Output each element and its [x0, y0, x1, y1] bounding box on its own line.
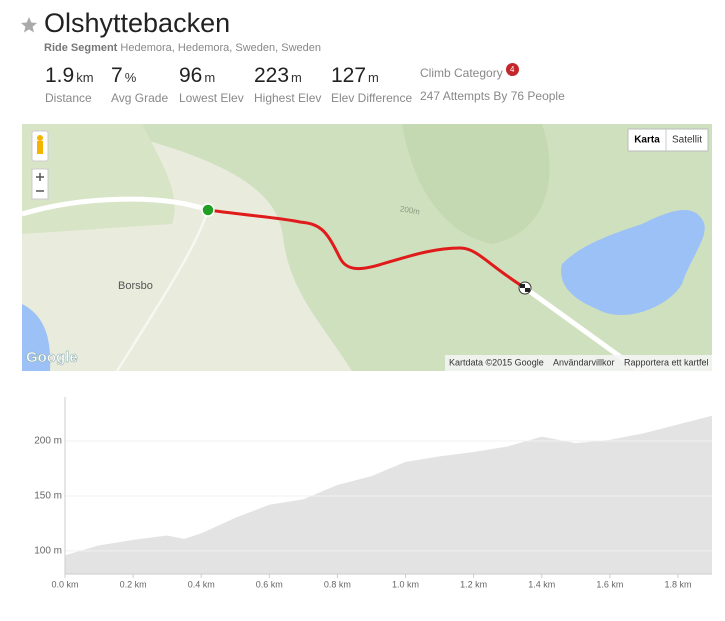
x-tick-label: 0.8 km	[324, 579, 351, 589]
pegman	[37, 141, 43, 154]
y-tick-label: 200 m	[34, 436, 62, 447]
stat-value: 7	[111, 64, 123, 87]
climb-label: Climb Category	[420, 66, 503, 80]
x-tick-label: 0.2 km	[120, 579, 147, 589]
map-button[interactable]: Satellit	[672, 135, 702, 146]
stat-label: Highest Elev	[254, 91, 322, 105]
climb-badge: 4	[505, 63, 519, 76]
stat: 7% Avg Grade	[111, 64, 168, 105]
place-label: Borsbo	[118, 280, 153, 292]
stat-label: Avg Grade	[111, 91, 169, 105]
climb-info: Climb Category 4 247 Attempts By 76 Peopl…	[420, 63, 565, 103]
stat-value: 127	[331, 64, 367, 87]
pegman	[37, 135, 43, 141]
segment-type: Ride Segment	[44, 42, 118, 54]
map[interactable]: 200m Borsbo Karta Satellit Google Kartda…	[22, 124, 712, 371]
subtitle: Ride Segment Hedemora, Hedemora, Sweden,…	[44, 42, 321, 54]
stat-label: Elev Difference	[331, 91, 413, 105]
x-tick-label: 1.6 km	[596, 579, 623, 589]
attempts: 247 Attempts By 76 People	[420, 89, 565, 103]
stat-label: Lowest Elev	[179, 91, 244, 105]
location: Hedemora, Hedemora, Sweden, Sweden	[120, 42, 321, 54]
google-logo: Google	[26, 349, 78, 366]
stat: 96 m Lowest Elev	[179, 64, 244, 105]
map-type-box	[627, 128, 709, 152]
finish-pattern	[520, 284, 530, 292]
stat-label: Distance	[45, 91, 92, 105]
stat-value: 223	[254, 64, 290, 87]
route	[207, 208, 526, 290]
y-tick-label: 100 m	[34, 546, 62, 557]
lake	[22, 304, 51, 371]
stat-value: 96	[179, 64, 203, 87]
stat-unit: m	[204, 70, 216, 85]
elevation-area	[65, 415, 712, 574]
map-button[interactable]: Karta	[634, 135, 660, 146]
x-tick-label: 0.4 km	[188, 579, 215, 589]
segment-title: Olshyttebacken	[44, 8, 231, 38]
stat: 1.9 km Distance	[45, 64, 94, 105]
stat: 223 m Highest Elev	[254, 64, 321, 105]
stat-unit: m	[291, 70, 302, 85]
stat-unit: km	[76, 70, 94, 85]
x-tick-label: 1.0 km	[392, 579, 419, 589]
forest	[402, 124, 550, 244]
contour-label: 200m	[399, 204, 421, 216]
start-marker	[201, 203, 215, 217]
x-tick-label: 1.8 km	[664, 579, 691, 589]
terms-link[interactable]: Användarvillkor	[553, 357, 615, 367]
lake	[561, 209, 705, 315]
report-link[interactable]: Rapportera ett kartfel	[624, 357, 709, 367]
y-tick-label: 150 m	[34, 491, 62, 502]
x-tick-label: 1.2 km	[460, 579, 487, 589]
x-tick-label: 1.4 km	[528, 579, 555, 589]
stat-unit: %	[124, 70, 137, 85]
road	[115, 209, 210, 371]
attribution: Kartdata ©2015 Google	[449, 357, 544, 367]
x-tick-label: 0.6 km	[256, 579, 283, 589]
elevation-chart: 100 m 150 m 200 m 0.0 km 0.2 km 0.4 km 0.6 km 0…	[34, 397, 712, 589]
attribution-bar	[445, 355, 712, 371]
x-tick-label: 0.0 km	[51, 579, 78, 589]
stat: 127 m Elev Difference	[331, 64, 412, 105]
road	[22, 196, 209, 217]
stat-value: 1.9	[45, 64, 75, 87]
stat-unit: m	[368, 70, 379, 85]
star-icon[interactable]	[20, 16, 38, 34]
